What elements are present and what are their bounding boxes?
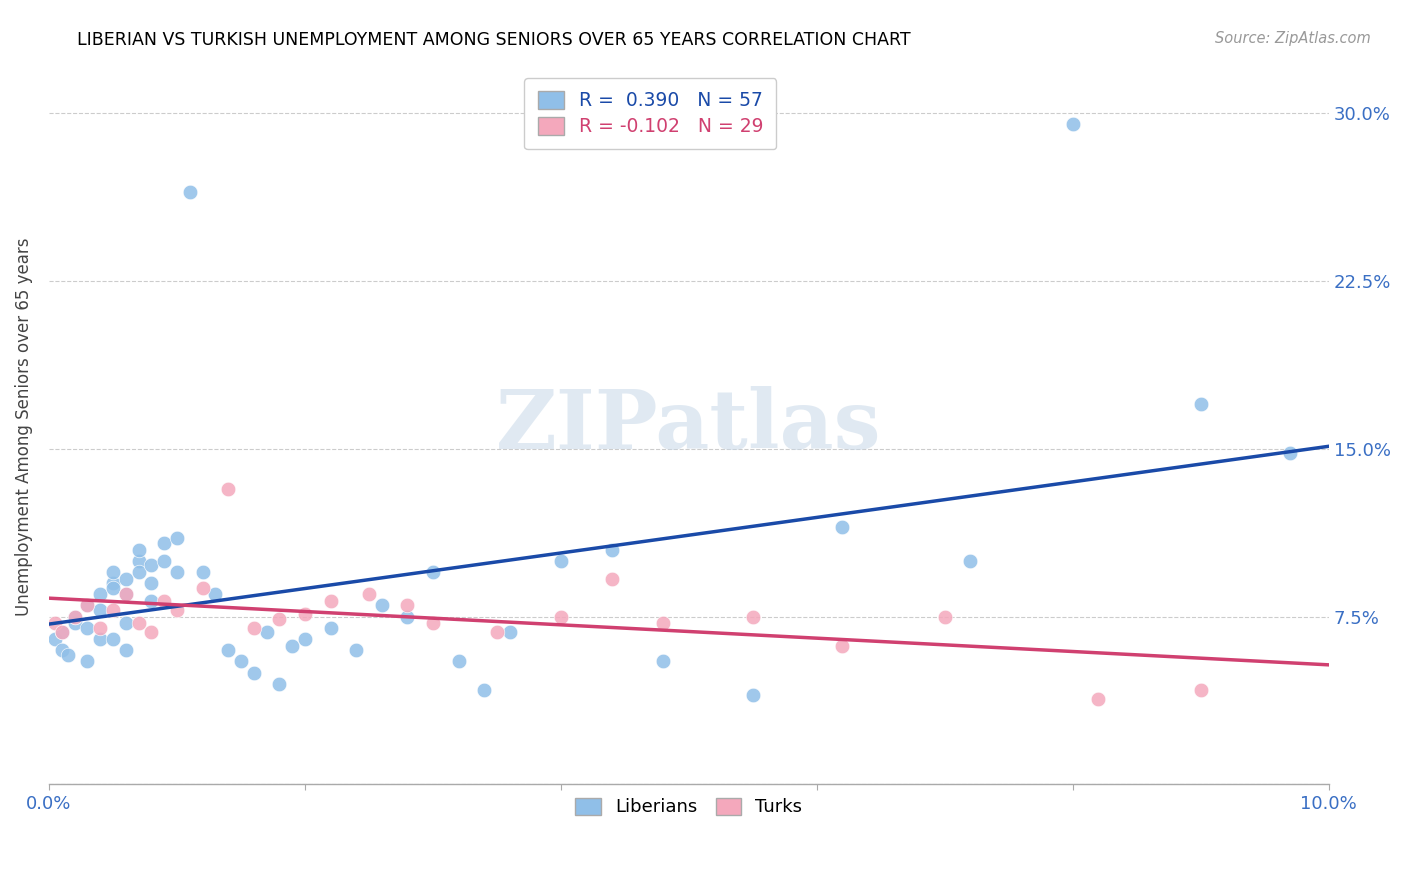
Point [153,594,176,608]
Point [485,625,508,640]
Point [422,565,444,579]
Point [1062,118,1084,132]
Point [101,576,124,591]
Point [76,654,98,668]
Point [51,625,73,640]
Point [499,625,522,640]
Point [153,536,176,550]
Point [204,587,226,601]
Point [101,581,124,595]
Point [934,609,956,624]
Point [959,554,981,568]
Point [652,654,675,668]
Point [344,643,367,657]
Point [89,621,111,635]
Point [89,632,111,646]
Point [89,603,111,617]
Y-axis label: Unemployment Among Seniors over 65 years: Unemployment Among Seniors over 65 years [15,237,32,615]
Point [294,607,316,622]
Point [166,565,188,579]
Point [600,542,623,557]
Text: LIBERIAN VS TURKISH UNEMPLOYMENT AMONG SENIORS OVER 65 YEARS CORRELATION CHART: LIBERIAN VS TURKISH UNEMPLOYMENT AMONG S… [77,31,911,49]
Point [101,565,124,579]
Point [63,609,86,624]
Point [114,587,136,601]
Point [128,565,150,579]
Point [242,621,264,635]
Point [281,639,304,653]
Point [141,558,163,573]
Point [357,587,380,601]
Point [153,554,176,568]
Point [101,632,124,646]
Point [229,654,252,668]
Point [76,621,98,635]
Point [51,625,73,640]
Point [191,565,214,579]
Point [51,643,73,657]
Point [831,520,853,534]
Point [550,609,572,624]
Point [114,643,136,657]
Point [242,665,264,680]
Point [114,616,136,631]
Point [396,609,419,624]
Point [63,616,86,631]
Point [141,625,163,640]
Point [652,616,675,631]
Point [63,609,86,624]
Point [472,683,495,698]
Point [179,185,201,199]
Point [44,632,66,646]
Point [76,599,98,613]
Point [166,603,188,617]
Point [447,654,470,668]
Point [319,621,342,635]
Point [141,594,163,608]
Point [370,599,392,613]
Point [191,581,214,595]
Point [831,639,853,653]
Point [1189,397,1212,411]
Point [114,587,136,601]
Point [141,576,163,591]
Point [89,587,111,601]
Legend: Liberians, Turks: Liberians, Turks [567,789,811,825]
Point [114,572,136,586]
Text: Source: ZipAtlas.com: Source: ZipAtlas.com [1215,31,1371,46]
Point [56,648,79,662]
Point [422,616,444,631]
Point [600,572,623,586]
Point [1087,692,1109,706]
Point [128,542,150,557]
Point [256,625,278,640]
Point [166,532,188,546]
Text: ZIPatlas: ZIPatlas [496,386,882,467]
Point [550,554,572,568]
Point [217,643,239,657]
Point [128,554,150,568]
Point [217,482,239,496]
Point [269,612,291,626]
Point [396,599,419,613]
Point [294,632,316,646]
Point [741,688,763,702]
Point [44,616,66,631]
Point [76,599,98,613]
Point [269,677,291,691]
Point [1279,446,1302,460]
Point [1189,683,1212,698]
Point [741,609,763,624]
Point [128,616,150,631]
Point [101,603,124,617]
Point [319,594,342,608]
